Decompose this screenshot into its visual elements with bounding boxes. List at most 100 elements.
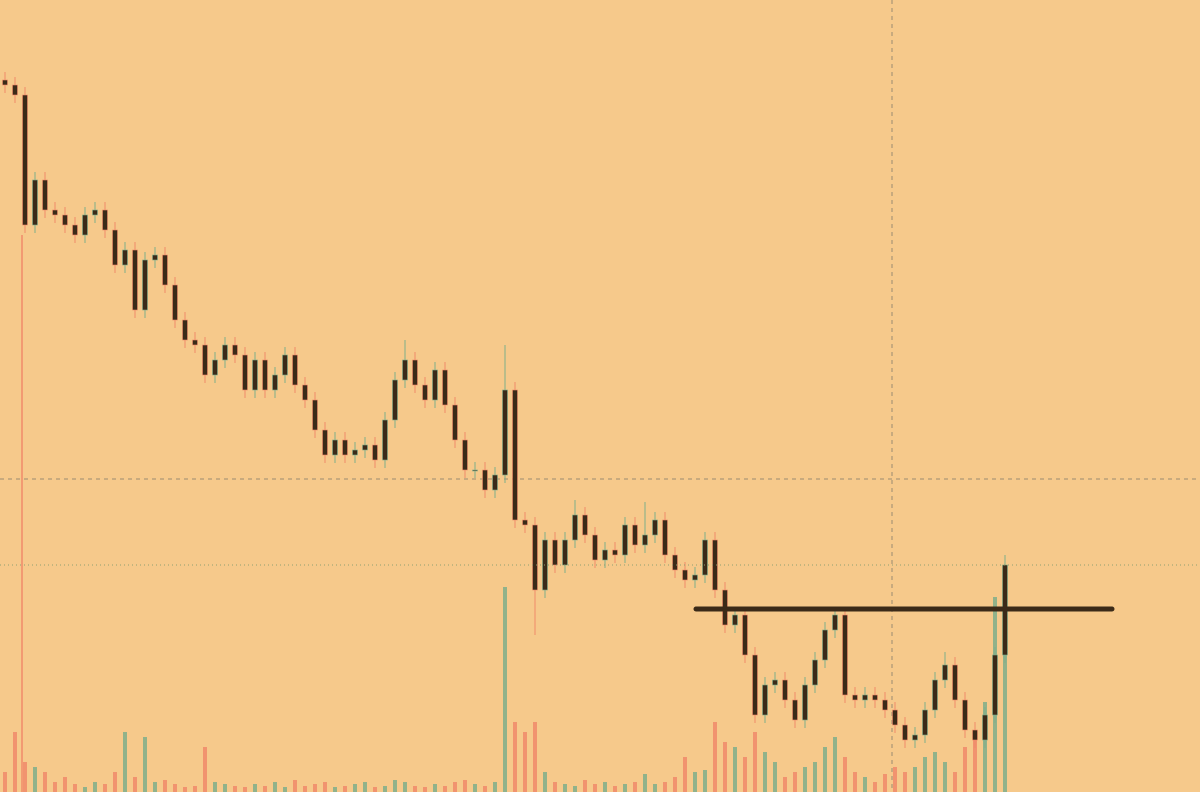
candle-body xyxy=(972,729,978,741)
candle-body xyxy=(562,539,568,566)
candle-body xyxy=(312,399,318,431)
volume-bar xyxy=(813,762,817,792)
candle-body xyxy=(112,229,118,266)
candle-body xyxy=(212,359,218,376)
volume-bar xyxy=(573,786,577,792)
volume-bar xyxy=(113,772,117,792)
candle-body xyxy=(272,374,278,391)
volume-bar xyxy=(703,770,707,792)
candle-body xyxy=(492,474,498,491)
candle-body xyxy=(192,339,198,346)
volume-bar xyxy=(293,780,297,792)
candle-body xyxy=(852,694,858,701)
candle-body xyxy=(922,709,928,736)
volume-bar xyxy=(613,786,617,792)
candle-body xyxy=(532,524,538,591)
candle-body xyxy=(622,524,628,556)
candle-body xyxy=(82,214,88,236)
candle-body xyxy=(202,344,208,376)
volume-bar xyxy=(583,780,587,792)
candle-body xyxy=(652,519,658,536)
volume-bar xyxy=(683,757,687,792)
volume-bar xyxy=(623,784,627,792)
volume-bar xyxy=(23,762,27,792)
volume-bar xyxy=(783,777,787,792)
candle-body xyxy=(222,344,228,361)
candle-body xyxy=(642,534,648,546)
volume-bar xyxy=(363,782,367,792)
candle-body xyxy=(792,699,798,721)
volume-bar xyxy=(663,782,667,792)
candle-body xyxy=(52,209,58,216)
volume-bar xyxy=(483,786,487,792)
candle-body xyxy=(22,94,28,226)
candle-body xyxy=(832,614,838,631)
candle-body xyxy=(42,179,48,211)
volume-bar xyxy=(393,780,397,792)
volume-bar xyxy=(373,787,377,792)
candle-body xyxy=(982,714,988,741)
volume-bar xyxy=(853,772,857,792)
candle-body xyxy=(962,699,968,731)
volume-bar xyxy=(183,787,187,792)
volume-bar xyxy=(343,786,347,792)
candle-body xyxy=(432,369,438,401)
volume-bar xyxy=(213,782,217,792)
volume-bar xyxy=(313,784,317,792)
volume-bar xyxy=(53,782,57,792)
volume-bar xyxy=(553,782,557,792)
volume-bar xyxy=(503,587,507,792)
volume-bar xyxy=(873,782,877,792)
volume-bar xyxy=(863,777,867,792)
candle-body xyxy=(402,359,408,381)
volume-bar xyxy=(163,780,167,792)
volume-bar xyxy=(543,772,547,792)
volume-bar xyxy=(323,782,327,792)
candle-body xyxy=(952,664,958,701)
candle-body xyxy=(162,254,168,286)
volume-bar xyxy=(903,772,907,792)
candle-body xyxy=(262,359,268,391)
volume-bar xyxy=(283,787,287,792)
volume-bar xyxy=(773,762,777,792)
volume-bar xyxy=(673,777,677,792)
candle-body xyxy=(762,684,768,716)
volume-bar xyxy=(83,787,87,792)
candle-body xyxy=(32,179,38,226)
candle-body xyxy=(442,369,448,406)
candle-body xyxy=(502,389,508,476)
volume-bar xyxy=(493,782,497,792)
candle-body xyxy=(182,319,188,341)
volume-bar xyxy=(533,722,537,792)
volume-bar xyxy=(733,747,737,792)
volume-bar xyxy=(883,774,887,792)
volume-bar xyxy=(753,732,757,792)
candle-body xyxy=(322,429,328,456)
volume-bar xyxy=(693,772,697,792)
volume-bar xyxy=(243,787,247,792)
volume-bar xyxy=(1003,652,1007,792)
volume-bar xyxy=(943,762,947,792)
volume-bar xyxy=(203,747,207,792)
candle-body xyxy=(2,79,8,86)
candle-body xyxy=(992,654,998,716)
candle-body xyxy=(592,534,598,561)
candle-body xyxy=(332,439,338,456)
candle-body xyxy=(702,539,708,576)
candle-body xyxy=(172,284,178,321)
volume-bar xyxy=(443,786,447,792)
candle-body xyxy=(352,449,358,456)
volume-bar xyxy=(263,786,267,792)
candle-body xyxy=(482,469,488,491)
volume-bar xyxy=(303,786,307,792)
candle-body xyxy=(232,344,238,356)
candle-body xyxy=(132,249,138,311)
candle-body xyxy=(682,569,688,581)
candle-body xyxy=(302,384,308,401)
candle-body xyxy=(362,444,368,451)
candle-body xyxy=(882,699,888,711)
candle-body xyxy=(92,209,98,216)
volume-bar xyxy=(143,737,147,792)
candle-body xyxy=(372,444,378,461)
